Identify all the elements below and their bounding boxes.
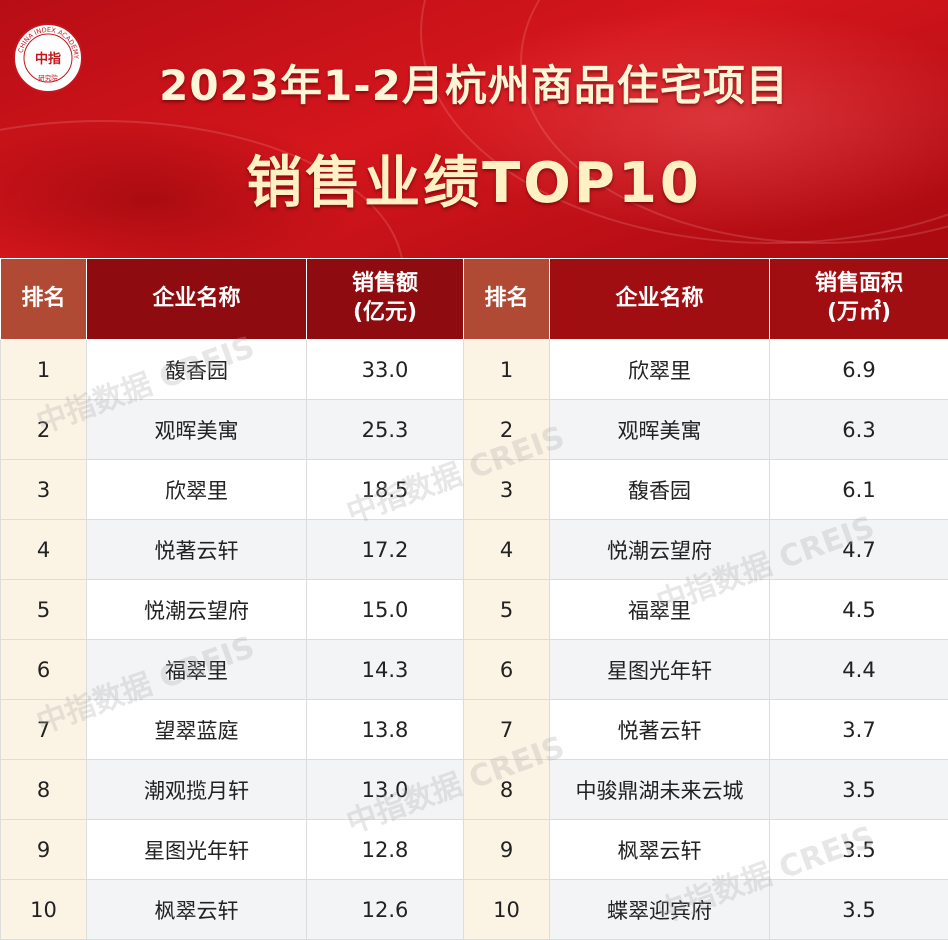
sales-amount-cell: 12.8 — [307, 820, 464, 880]
rank-cell: 10 — [464, 880, 550, 940]
project-name-cell: 欣翠里 — [550, 340, 770, 400]
header-name-left: 企业名称 — [87, 259, 307, 340]
sales-amount-cell: 17.2 — [307, 520, 464, 580]
project-name-cell: 星图光年轩 — [550, 640, 770, 700]
sales-amount-cell: 18.5 — [307, 460, 464, 520]
header-name-right: 企业名称 — [550, 259, 770, 340]
table-row: 1 馥香园 33.0 1 欣翠里 6.9 — [1, 340, 948, 400]
rank-cell: 4 — [1, 520, 87, 580]
sales-area-cell: 6.9 — [770, 340, 948, 400]
rank-cell: 5 — [464, 580, 550, 640]
table-row: 8 潮观揽月轩 13.0 8 中骏鼎湖未来云城 3.5 — [1, 760, 948, 820]
header-sales-amount: 销售额 (亿元) — [307, 259, 464, 340]
header-rank-left: 排名 — [1, 259, 87, 340]
header-sales-area-title: 销售面积 — [770, 270, 948, 299]
project-name-cell: 悦潮云望府 — [87, 580, 307, 640]
table-row: 5 悦潮云望府 15.0 5 福翠里 4.5 — [1, 580, 948, 640]
banner: CHINA INDEX ACADEMY 中指 研究院 2023年1-2月杭州商品… — [0, 0, 948, 258]
header-sales-amount-unit: (亿元) — [307, 299, 463, 328]
header-sales-area: 销售面积 (万㎡) — [770, 259, 948, 340]
project-name-cell: 枫翠云轩 — [87, 880, 307, 940]
rank-cell: 5 — [1, 580, 87, 640]
project-name-cell: 悦潮云望府 — [550, 520, 770, 580]
rank-cell: 10 — [1, 880, 87, 940]
rank-cell: 7 — [464, 700, 550, 760]
rank-cell: 7 — [1, 700, 87, 760]
project-name-cell: 枫翠云轩 — [550, 820, 770, 880]
table-row: 9 星图光年轩 12.8 9 枫翠云轩 3.5 — [1, 820, 948, 880]
sales-area-cell: 6.3 — [770, 400, 948, 460]
rank-cell: 6 — [1, 640, 87, 700]
rank-cell: 4 — [464, 520, 550, 580]
sales-amount-cell: 12.6 — [307, 880, 464, 940]
project-name-cell: 潮观揽月轩 — [87, 760, 307, 820]
table-row: 10 枫翠云轩 12.6 10 蝶翠迎宾府 3.5 — [1, 880, 948, 940]
project-name-cell: 福翠里 — [550, 580, 770, 640]
header-sales-amount-title: 销售额 — [307, 270, 463, 299]
table-row: 7 望翠蓝庭 13.8 7 悦著云轩 3.7 — [1, 700, 948, 760]
sales-area-cell: 4.4 — [770, 640, 948, 700]
rank-cell: 6 — [464, 640, 550, 700]
sales-area-cell: 6.1 — [770, 460, 948, 520]
page-subtitle: 销售业绩TOP10 — [0, 138, 948, 219]
ranking-table: 排名 企业名称 销售额 (亿元) 排名 企业名称 销售面积 (万㎡) 1 馥香园… — [0, 258, 948, 940]
table-row: 4 悦著云轩 17.2 4 悦潮云望府 4.7 — [1, 520, 948, 580]
project-name-cell: 悦著云轩 — [87, 520, 307, 580]
rank-cell: 1 — [464, 340, 550, 400]
sales-area-cell: 3.5 — [770, 820, 948, 880]
rank-cell: 9 — [464, 820, 550, 880]
rank-cell: 3 — [1, 460, 87, 520]
project-name-cell: 馥香园 — [550, 460, 770, 520]
sales-amount-cell: 25.3 — [307, 400, 464, 460]
page-title: 2023年1-2月杭州商品住宅项目 — [0, 52, 948, 113]
rank-cell: 9 — [1, 820, 87, 880]
rank-cell: 1 — [1, 340, 87, 400]
sales-amount-cell: 13.8 — [307, 700, 464, 760]
sales-area-cell: 3.7 — [770, 700, 948, 760]
rank-cell: 8 — [1, 760, 87, 820]
sales-area-cell: 4.5 — [770, 580, 948, 640]
table-header-row: 排名 企业名称 销售额 (亿元) 排名 企业名称 销售面积 (万㎡) — [1, 259, 948, 340]
header-sales-area-unit: (万㎡) — [770, 299, 948, 328]
sales-area-cell: 3.5 — [770, 880, 948, 940]
project-name-cell: 福翠里 — [87, 640, 307, 700]
sales-amount-cell: 15.0 — [307, 580, 464, 640]
sales-amount-cell: 33.0 — [307, 340, 464, 400]
project-name-cell: 观晖美寓 — [550, 400, 770, 460]
project-name-cell: 蝶翠迎宾府 — [550, 880, 770, 940]
project-name-cell: 中骏鼎湖未来云城 — [550, 760, 770, 820]
sales-area-cell: 3.5 — [770, 760, 948, 820]
rank-cell: 8 — [464, 760, 550, 820]
sales-amount-cell: 13.0 — [307, 760, 464, 820]
sales-amount-cell: 14.3 — [307, 640, 464, 700]
rank-cell: 3 — [464, 460, 550, 520]
rank-cell: 2 — [464, 400, 550, 460]
table-row: 3 欣翠里 18.5 3 馥香园 6.1 — [1, 460, 948, 520]
sales-area-cell: 4.7 — [770, 520, 948, 580]
header-rank-right: 排名 — [464, 259, 550, 340]
project-name-cell: 观晖美寓 — [87, 400, 307, 460]
project-name-cell: 悦著云轩 — [550, 700, 770, 760]
table-row: 6 福翠里 14.3 6 星图光年轩 4.4 — [1, 640, 948, 700]
project-name-cell: 馥香园 — [87, 340, 307, 400]
rank-cell: 2 — [1, 400, 87, 460]
table-row: 2 观晖美寓 25.3 2 观晖美寓 6.3 — [1, 400, 948, 460]
project-name-cell: 望翠蓝庭 — [87, 700, 307, 760]
project-name-cell: 星图光年轩 — [87, 820, 307, 880]
project-name-cell: 欣翠里 — [87, 460, 307, 520]
